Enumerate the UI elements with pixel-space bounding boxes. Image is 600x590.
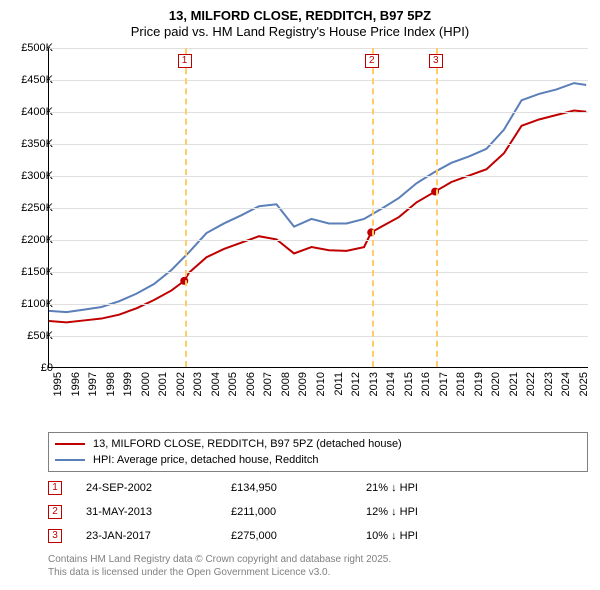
gridline [49, 240, 588, 241]
x-tick-label: 2018 [455, 372, 467, 396]
x-tick-label: 1997 [87, 372, 99, 396]
x-tick-label: 2007 [262, 372, 274, 396]
transaction-row: 2 31-MAY-2013£211,00012% ↓ HPI [48, 500, 588, 524]
x-tick-label: 1998 [105, 372, 117, 396]
x-tick-label: 2015 [403, 372, 415, 396]
legend-item: HPI: Average price, detached house, Redd… [55, 452, 581, 468]
transaction-number: 2 [48, 505, 62, 519]
legend-label: HPI: Average price, detached house, Redd… [93, 454, 318, 466]
transaction-diff: 10% ↓ HPI [366, 530, 496, 542]
x-tick-label: 1999 [122, 372, 134, 396]
x-tick-label: 2004 [210, 372, 222, 396]
transaction-price: £275,000 [231, 530, 366, 542]
transaction-row: 1 24-SEP-2002£134,95021% ↓ HPI [48, 476, 588, 500]
transaction-diff: 12% ↓ HPI [366, 506, 496, 518]
x-tick-label: 2008 [280, 372, 292, 396]
transaction-row: 3 23-JAN-2017£275,00010% ↓ HPI [48, 524, 588, 548]
transaction-number: 3 [48, 529, 62, 543]
transaction-marker-box: 3 [429, 54, 443, 68]
x-tick-label: 2011 [333, 372, 345, 396]
transaction-number: 1 [48, 481, 62, 495]
x-tick-label: 2002 [175, 372, 187, 396]
gridline [49, 304, 588, 305]
chart-area: £0£50K£100K£150K£200K£250K£300K£350K£400… [10, 48, 590, 388]
chart-container: 13, MILFORD CLOSE, REDDITCH, B97 5PZ Pri… [0, 0, 600, 590]
transaction-marker-box: 1 [178, 54, 192, 68]
gridline [49, 48, 588, 49]
gridline [49, 208, 588, 209]
transaction-price: £211,000 [231, 506, 366, 518]
transaction-diff: 21% ↓ HPI [366, 482, 496, 494]
gridline [49, 112, 588, 113]
title-address: 13, MILFORD CLOSE, REDDITCH, B97 5PZ [0, 8, 600, 23]
transaction-date: 31-MAY-2013 [86, 506, 231, 518]
x-tick-label: 2001 [157, 372, 169, 396]
transaction-date: 24-SEP-2002 [86, 482, 231, 494]
transaction-vline [185, 48, 187, 367]
gridline [49, 336, 588, 337]
legend-swatch [55, 459, 85, 461]
x-axis: 1995 1996 1997 1998 1999 2000 2001 2002 2003 2004… [48, 368, 588, 418]
series-hpi [49, 83, 586, 312]
x-tick-label: 2000 [140, 372, 152, 396]
legend-item: 13, MILFORD CLOSE, REDDITCH, B97 5PZ (de… [55, 436, 581, 452]
transaction-price: £134,950 [231, 482, 366, 494]
transaction-vline [372, 48, 374, 367]
x-tick-label: 2009 [297, 372, 309, 396]
x-tick-label: 2016 [420, 372, 432, 396]
transaction-marker-box: 2 [365, 54, 379, 68]
plot-area: 1 2 3 [48, 48, 588, 368]
x-tick-label: 2010 [315, 372, 327, 396]
x-tick-label: 2021 [508, 372, 520, 396]
footer: Contains HM Land Registry data © Crown c… [48, 554, 391, 579]
x-tick-label: 2003 [192, 372, 204, 396]
legend-swatch [55, 443, 85, 445]
gridline [49, 144, 588, 145]
x-tick-label: 2024 [560, 372, 572, 396]
x-tick-label: 2023 [543, 372, 555, 396]
title-subtitle: Price paid vs. HM Land Registry's House … [0, 24, 600, 39]
x-tick-label: 2013 [368, 372, 380, 396]
x-tick-label: 2006 [245, 372, 257, 396]
x-tick-label: 1995 [52, 372, 64, 396]
transaction-date: 23-JAN-2017 [86, 530, 231, 542]
x-tick-label: 2012 [350, 372, 362, 396]
x-tick-label: 2005 [227, 372, 239, 396]
transactions-table: 1 24-SEP-2002£134,95021% ↓ HPI 2 31-MAY-201… [48, 476, 588, 548]
legend-label: 13, MILFORD CLOSE, REDDITCH, B97 5PZ (de… [93, 438, 402, 450]
legend: 13, MILFORD CLOSE, REDDITCH, B97 5PZ (de… [48, 432, 588, 472]
x-tick-label: 2019 [473, 372, 485, 396]
footer-line2: This data is licensed under the Open Gov… [48, 567, 391, 580]
title-block: 13, MILFORD CLOSE, REDDITCH, B97 5PZ Pri… [0, 0, 600, 39]
x-tick-label: 2020 [490, 372, 502, 396]
gridline [49, 176, 588, 177]
footer-line1: Contains HM Land Registry data © Crown c… [48, 554, 391, 567]
gridline [49, 80, 588, 81]
series-subject [49, 111, 586, 323]
x-tick-label: 2025 [578, 372, 590, 396]
x-tick-label: 2017 [438, 372, 450, 396]
x-tick-label: 1996 [70, 372, 82, 396]
gridline [49, 272, 588, 273]
x-tick-label: 2022 [525, 372, 537, 396]
transaction-vline [436, 48, 438, 367]
x-tick-label: 2014 [385, 372, 397, 396]
